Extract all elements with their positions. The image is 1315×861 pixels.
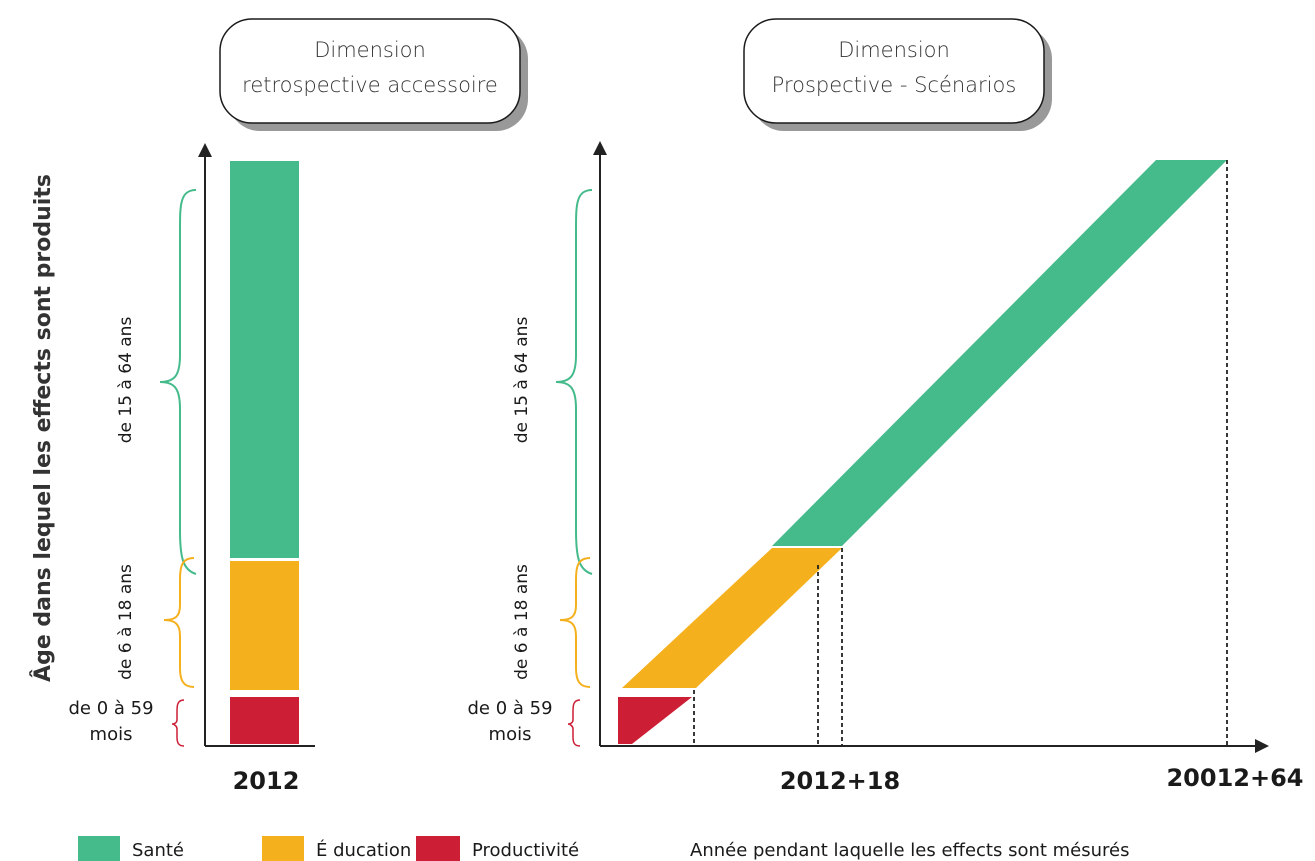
legend-label-sante: Santé <box>132 840 184 861</box>
right-productivite-brace <box>567 699 581 747</box>
left-sante-bar <box>230 161 299 558</box>
x-axis-caption: Année pendant laquelle les effects sont … <box>690 840 1130 861</box>
legend: Santé É ducation Productivité <box>78 836 579 861</box>
left-productivite-age-label-line2: mois <box>90 724 133 745</box>
right-sante-shape <box>772 160 1227 546</box>
right-education-brace <box>559 557 591 688</box>
right-end-year-label: 20012+64 <box>1166 764 1303 792</box>
right-box-line2: Prospective - Scénarios <box>772 73 1017 97</box>
right-header-box: Dimension Prospective - Scénarios <box>743 18 1052 131</box>
left-education-bar <box>230 561 299 690</box>
right-box-line1: Dimension <box>838 38 950 62</box>
legend-label-education: É ducation <box>316 839 411 861</box>
left-education-brace <box>163 557 195 688</box>
right-sante-brace <box>555 189 593 575</box>
left-box-line2: retrospective accessoire <box>242 73 498 97</box>
right-sante-age-label: de 15 à 64 ans <box>512 317 532 444</box>
right-education-shape <box>622 548 842 688</box>
left-productivite-brace <box>171 699 185 747</box>
left-sante-age-label: de 15 à 64 ans <box>116 317 136 444</box>
left-sante-brace <box>159 189 197 575</box>
legend-swatch-productivite <box>416 836 460 861</box>
left-education-age-label: de 6 à 18 ans <box>116 564 136 680</box>
left-panel: Dimension retrospective accessoire de 15… <box>68 18 528 795</box>
legend-label-productivite: Productivité <box>472 840 579 861</box>
right-education-age-label: de 6 à 18 ans <box>512 564 532 680</box>
right-mid-year-label: 2012+18 <box>780 767 900 795</box>
left-box-line1: Dimension <box>314 38 426 62</box>
y-axis-label: Âge dans lequel les effects sont produit… <box>30 174 56 682</box>
legend-swatch-sante <box>78 836 120 861</box>
left-header-box: Dimension retrospective accessoire <box>219 18 528 131</box>
right-productivite-age-label-line1: de 0 à 59 <box>467 698 552 719</box>
left-productivite-age-label-line1: de 0 à 59 <box>68 698 153 719</box>
left-productivite-bar <box>230 697 299 744</box>
right-productivite-age-label-line2: mois <box>489 724 532 745</box>
left-year-label: 2012 <box>233 767 300 795</box>
legend-swatch-education <box>262 836 304 861</box>
right-productivite-shape <box>618 697 692 744</box>
right-panel: Dimension Prospective - Scénarios de 15 … <box>467 18 1304 795</box>
